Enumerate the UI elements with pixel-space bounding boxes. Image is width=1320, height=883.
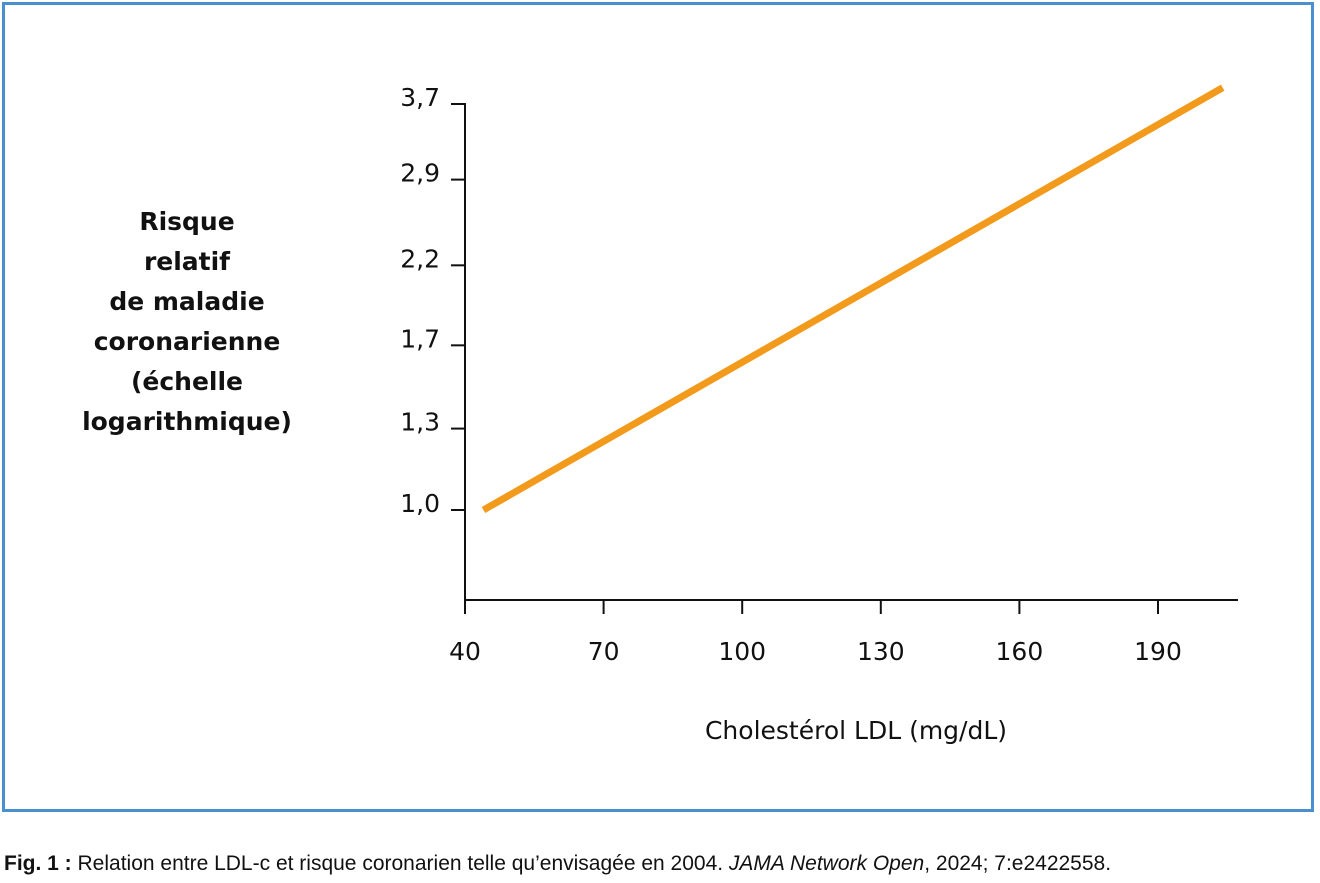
- y-tick-label: 2,2: [400, 244, 440, 273]
- y-axis-label-line: logarithmique): [82, 407, 292, 436]
- x-tick-label: 70: [588, 637, 620, 666]
- y-axis-label-line: relatif: [144, 247, 231, 276]
- y-axis-label-line: coronarienne: [94, 327, 281, 356]
- x-tick-label: 160: [996, 637, 1044, 666]
- y-axis-label-line: (échelle: [131, 367, 243, 396]
- chart: 1,0 1,3 1,7 2,2 2,9 3,7 40 70 100 130 160 190 Choles…: [82, 83, 1238, 745]
- y-tick-label: 1,7: [400, 324, 440, 353]
- x-axis-label: Cholestérol LDL (mg/dL): [705, 716, 1007, 745]
- caption-text: Relation entre LDL-c et risque coronarie…: [71, 852, 729, 875]
- x-tick-label: 130: [857, 637, 905, 666]
- y-axis-label-line: Risque: [139, 207, 234, 236]
- y-axis-label-line: de maladie: [109, 287, 264, 316]
- y-tick-label: 1,3: [400, 408, 440, 437]
- x-tick-label: 100: [718, 637, 766, 666]
- x-tick-label: 190: [1134, 637, 1182, 666]
- figure-caption: Fig. 1 : Relation entre LDL-c et risque …: [4, 852, 1316, 876]
- caption-reference: , 2024; 7:e2422558.: [924, 852, 1112, 875]
- series-line: [481, 84, 1225, 514]
- y-tick-label: 3,7: [400, 83, 440, 112]
- y-tick-label: 1,0: [400, 489, 440, 518]
- caption-journal: JAMA Network Open: [728, 852, 925, 875]
- y-tick-label: 2,9: [400, 159, 440, 188]
- x-tick-label: 40: [449, 637, 481, 666]
- caption-label: Fig. 1 :: [4, 852, 72, 875]
- figure-frame: 1,0 1,3 1,7 2,2 2,9 3,7 40 70 100 130 160 190 Choles…: [2, 2, 1314, 812]
